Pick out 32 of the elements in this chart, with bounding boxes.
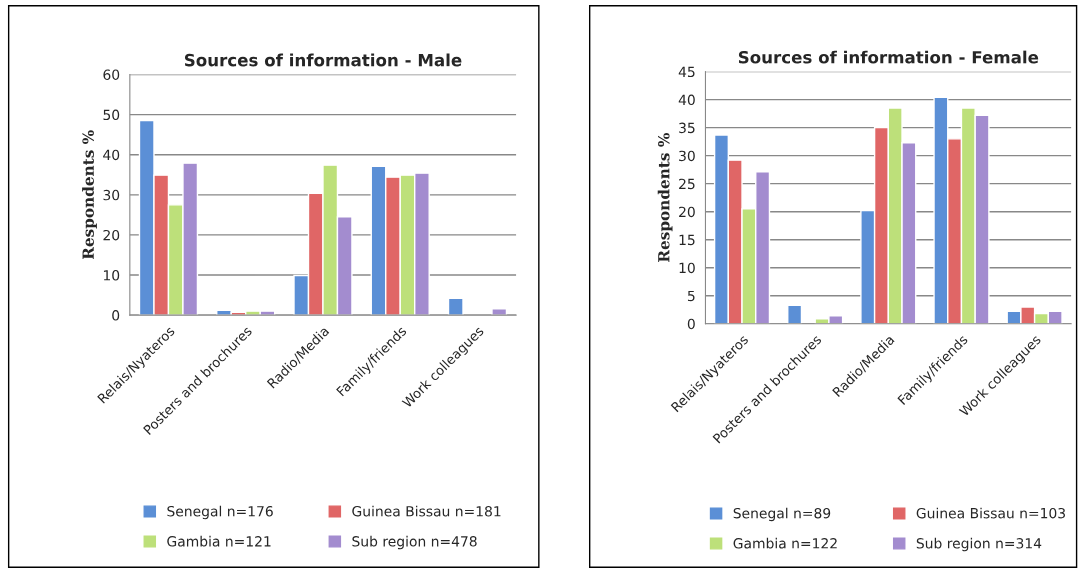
legend-label: Sub region n=314 xyxy=(916,537,1042,552)
legend-label: Sub region n=478 xyxy=(352,535,477,550)
bar xyxy=(491,308,508,316)
y-tick-label: 0 xyxy=(687,318,695,330)
y-tick-label: 15 xyxy=(679,234,695,246)
y-tick-label: 35 xyxy=(679,122,695,134)
y-tick-label: 60 xyxy=(103,69,120,80)
y-tick-label: 0 xyxy=(112,310,120,321)
legend-label: Gambia n=122 xyxy=(733,537,837,549)
y-tick-label: 20 xyxy=(679,206,695,218)
y-axis-title: Respondents % xyxy=(657,133,673,262)
y-tick-label: 50 xyxy=(103,109,120,121)
bar xyxy=(787,304,803,324)
y-tick-label: 30 xyxy=(103,189,120,201)
chart-title: Sources of information - Male xyxy=(184,53,462,67)
y-tick-label: 40 xyxy=(678,94,695,106)
legend-label: Gambia n=121 xyxy=(167,535,271,547)
y-tick-label: 5 xyxy=(687,290,695,302)
y-tick-label: 10 xyxy=(103,270,120,281)
y-tick-label: 30 xyxy=(679,150,695,162)
y-tick-label: 20 xyxy=(103,229,120,241)
chart-title: Sources of information - Female xyxy=(738,50,1039,64)
y-tick-label: 10 xyxy=(679,262,695,274)
y-tick-label: 45 xyxy=(678,66,695,78)
legend-label: Senegal n=176 xyxy=(167,505,273,520)
legend-label: Guinea Bissau n=181 xyxy=(352,505,501,517)
legend-label: Guinea Bissau n=103 xyxy=(916,507,1065,519)
y-axis-title: Respondents % xyxy=(82,130,97,260)
y-tick-label: 40 xyxy=(103,149,120,161)
bar xyxy=(447,297,464,316)
legend-label: Senegal n=89 xyxy=(733,507,831,522)
y-tick-label: 25 xyxy=(679,178,695,190)
